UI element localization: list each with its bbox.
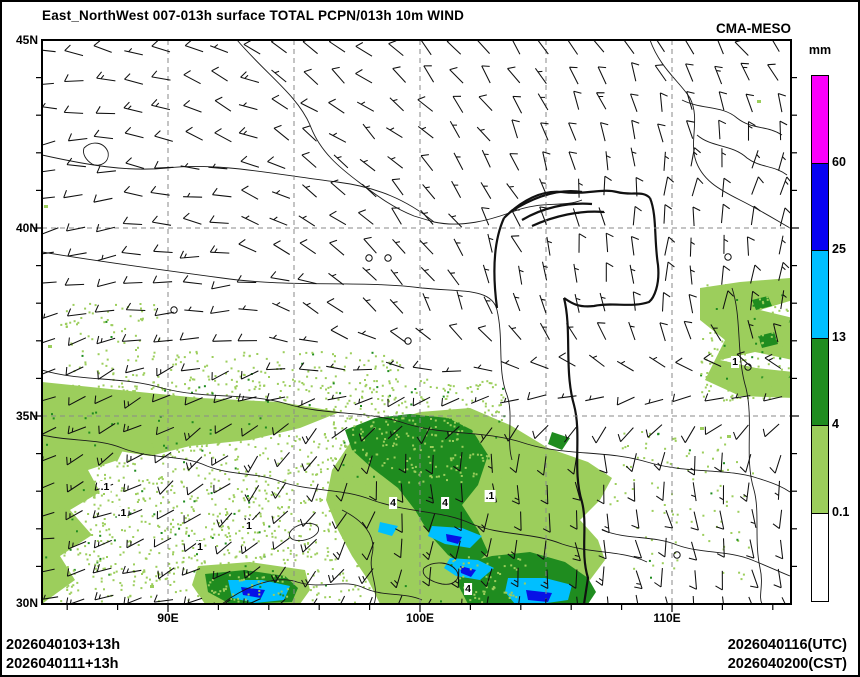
lat-label: 35N	[15, 409, 38, 423]
colorbar-tick-label: 60	[832, 154, 846, 169]
colorbar-segment	[811, 512, 829, 602]
contour-label: 1	[196, 541, 204, 553]
map-title: East_NorthWest 007-013h surface TOTAL PC…	[42, 8, 465, 23]
colorbar-segment	[811, 337, 829, 427]
colorbar-segment	[811, 75, 829, 165]
colorbar-tick-label: 25	[832, 242, 846, 256]
contour-label: .1	[116, 507, 128, 519]
lat-label: 45N	[15, 33, 38, 47]
contour-label: 1	[245, 520, 253, 532]
init-time-line-2: 2026040111+13h	[6, 656, 119, 672]
lat-label: 30N	[15, 596, 38, 610]
colorbar-segment	[811, 250, 829, 340]
init-time-line-1: 2026040103+13h	[6, 637, 121, 653]
lon-label: 110E	[653, 611, 681, 625]
lon-label: 90E	[157, 611, 179, 625]
contour-label: 1	[731, 356, 739, 368]
model-name: CMA-MESO	[716, 21, 791, 36]
colorbar-tick-label: 13	[832, 329, 846, 344]
contour-label: .1	[99, 481, 111, 493]
contour-label: .1	[484, 490, 496, 502]
colorbar-segment	[811, 425, 829, 515]
colorbar-tick-label: 4	[832, 417, 839, 431]
valid-time-utc: 2026040116(UTC)	[727, 637, 847, 653]
contour-label: 4	[441, 497, 449, 509]
colorbar-segment	[811, 162, 829, 252]
valid-time-cst: 2026040200(CST)	[727, 656, 847, 672]
lon-label: 100E	[405, 611, 435, 625]
colorbar-unit: mm	[808, 43, 832, 57]
lat-label: 40N	[15, 221, 38, 235]
colorbar-tick-label: 0.1	[832, 504, 850, 519]
contour-label: 4	[464, 583, 472, 595]
contour-label: 4	[389, 497, 397, 509]
